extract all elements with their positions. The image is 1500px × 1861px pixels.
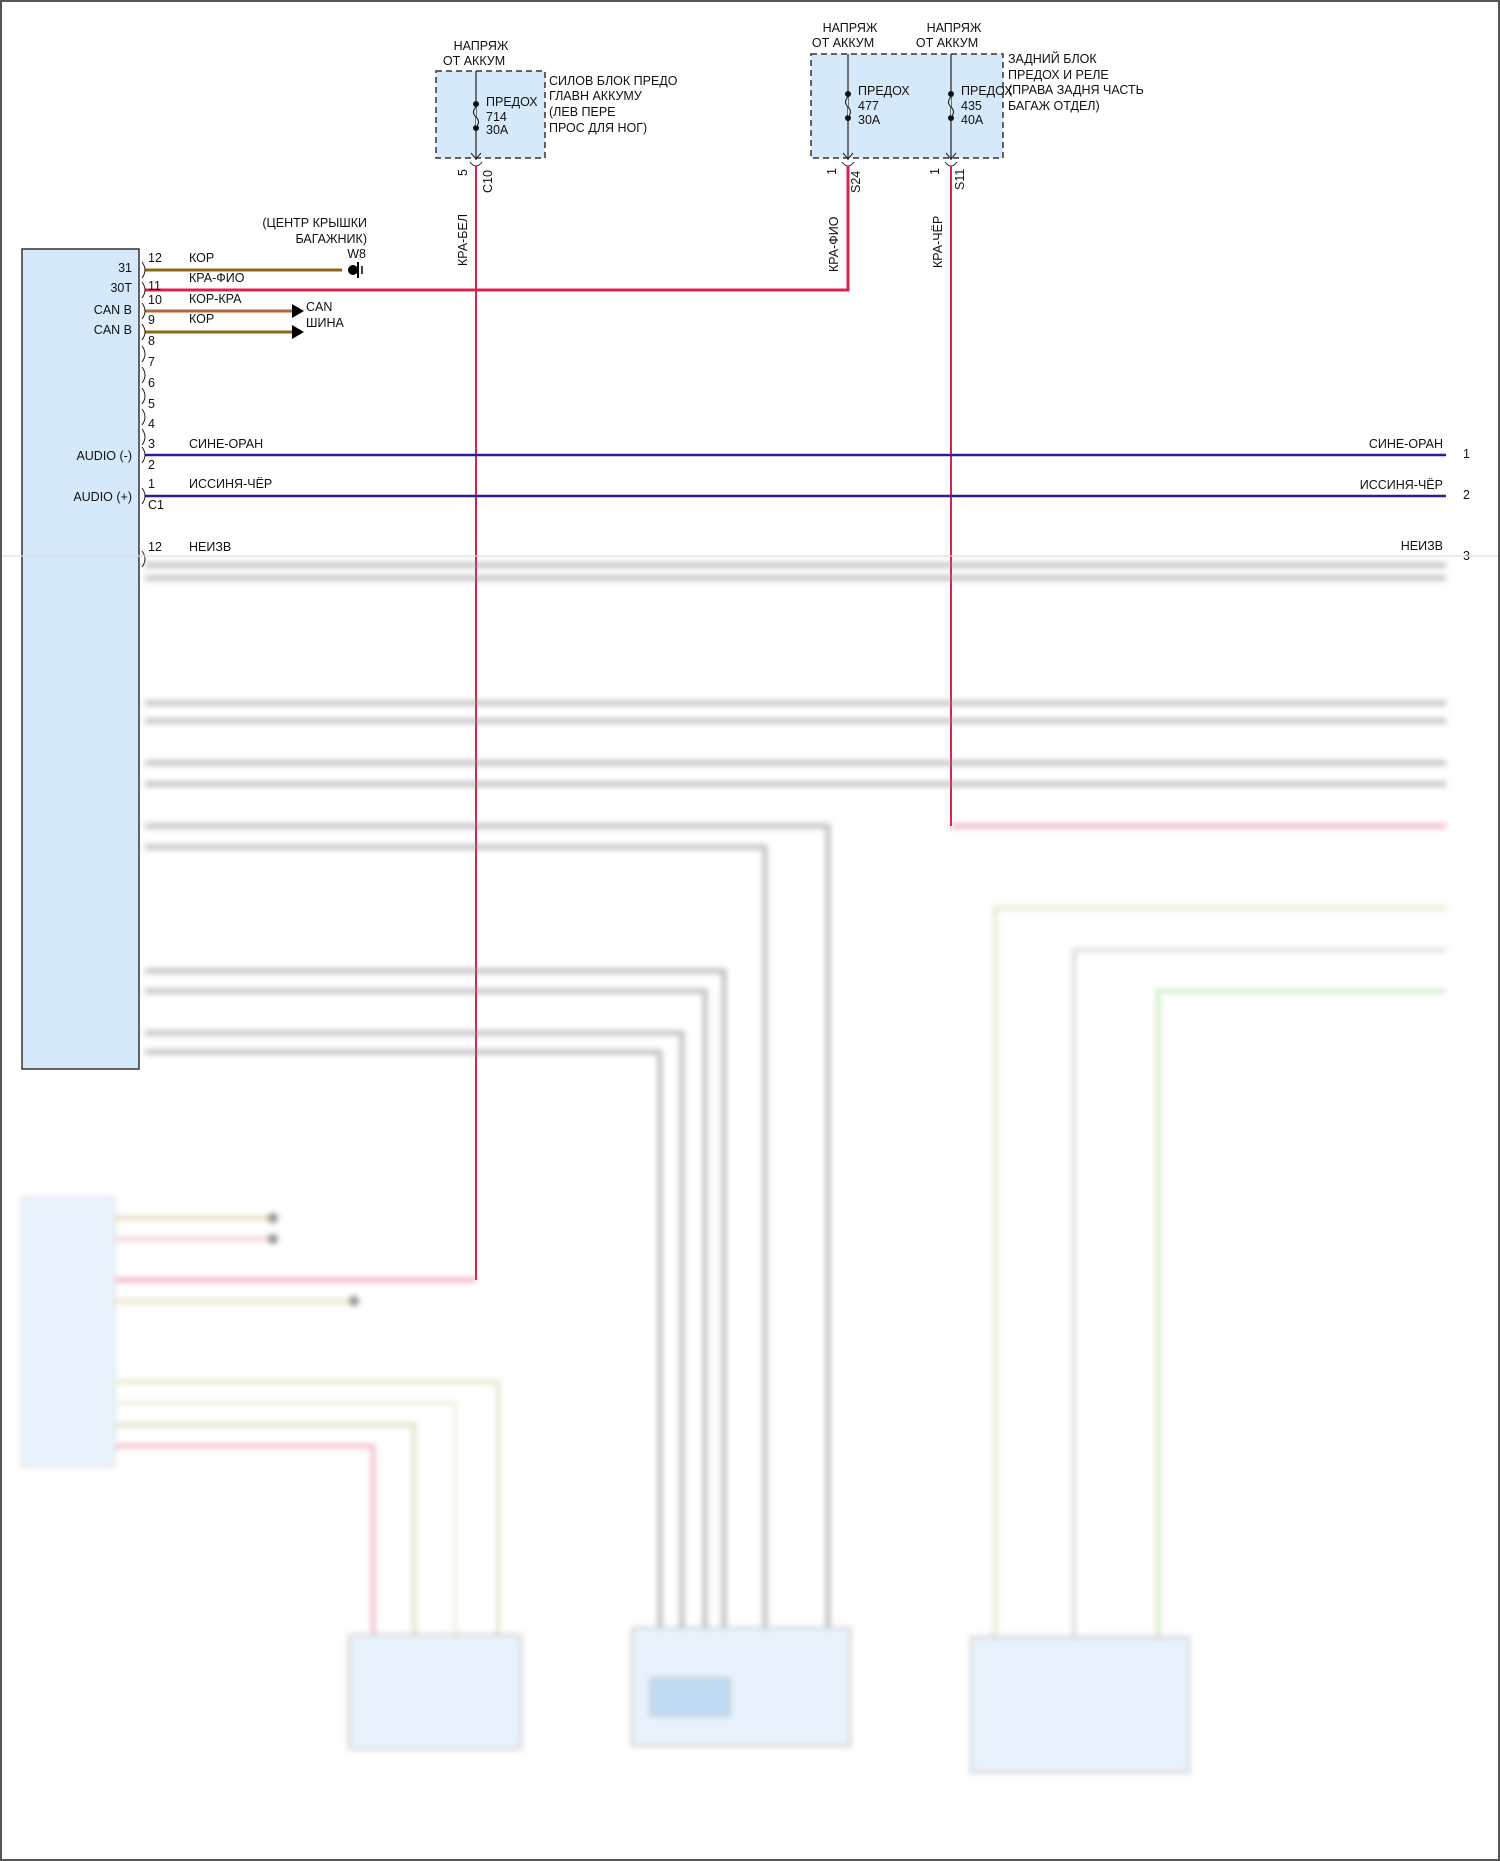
wire-color-label: НЕИЗВ xyxy=(189,540,231,554)
terminal-wire-label: СИНЕ-ОРАН xyxy=(1369,437,1443,451)
fuse-box-desc: (ПРАВА ЗАДНЯ ЧАСТЬ xyxy=(1008,83,1144,97)
fuse-number: 477 xyxy=(858,99,879,113)
connector-pin-icon xyxy=(141,408,146,426)
connector-pin-icon xyxy=(141,550,146,568)
pin-label: 31 xyxy=(118,261,132,275)
wire-color-label: КОР xyxy=(189,312,214,326)
pin-number: 4 xyxy=(148,417,155,431)
wire-color-label: ИССИНЯ-ЧЁР xyxy=(189,477,272,491)
pin-number: 6 xyxy=(148,376,155,390)
connector-pin-icon xyxy=(141,323,146,341)
fuse-icon xyxy=(473,101,479,107)
pin-number: 2 xyxy=(148,458,155,472)
wire-color-label: КРА-БЕЛ xyxy=(456,214,470,266)
terminal-number: 1 xyxy=(1463,447,1470,461)
pin-label: AUDIO (+) xyxy=(73,490,132,504)
fuse-rating: 30A xyxy=(486,123,509,137)
fuse-box-desc: ПРОС ДЛЯ НОГ) xyxy=(549,121,647,135)
audio-module xyxy=(21,248,140,1070)
front-fuse-box: НАПРЯЖ ОТ АККУМ ПРЕДОХ 714 30A СИЛОВ БЛО… xyxy=(435,39,678,266)
connector-pin-icon xyxy=(141,302,146,320)
wire-kra-fio xyxy=(145,166,850,292)
connector-id: C10 xyxy=(481,170,495,193)
fuse-rating: 40A xyxy=(961,113,984,127)
wire-color-label: КРА-ФИО xyxy=(189,271,245,285)
supply-label: ОТ АККУМ xyxy=(916,36,978,50)
connector-pin-icon xyxy=(141,366,146,384)
fuse-box-outline xyxy=(810,53,1004,159)
fuse-box-desc: ГЛАВН АККУМУ xyxy=(549,89,642,103)
ground-location: (ЦЕНТР КРЫШКИ xyxy=(262,216,367,230)
pin-number: 1 xyxy=(825,168,839,175)
fuse-icon xyxy=(845,91,851,97)
terminal-number: 2 xyxy=(1463,488,1470,502)
connector-pin-icon xyxy=(141,281,146,299)
fuse-box-desc: ЗАДНИЙ БЛОК xyxy=(1008,51,1097,66)
rear-fuse-box: НАПРЯЖ ОТ АККУМ НАПРЯЖ ОТ АККУМ ПРЕДОХ 4… xyxy=(810,21,1144,272)
connector-pin-icon xyxy=(141,261,146,279)
right-terminals: СИНЕ-ОРАН 1 ИССИНЯ-ЧЁР 2 НЕИЗВ 3 xyxy=(1360,437,1470,563)
pin-number: 12 xyxy=(148,540,162,554)
wire-color-label: КРА-ФИО xyxy=(827,216,841,272)
connector-pin-icon xyxy=(141,345,146,363)
pin-number: 1 xyxy=(148,477,155,491)
pin-label: 30T xyxy=(110,281,132,295)
terminal-wire-label: НЕИЗВ xyxy=(1401,539,1443,553)
supply-label: НАПРЯЖ xyxy=(927,21,982,35)
connector-pin-icon xyxy=(141,428,146,446)
pin-number: C1 xyxy=(148,498,164,512)
connector-id: S11 xyxy=(953,169,967,190)
fuse-box-desc: ПРЕДОХ И РЕЛЕ xyxy=(1008,68,1109,82)
ground-id: W8 xyxy=(347,247,366,261)
fuse-number: 714 xyxy=(486,110,507,124)
pin-number: 12 xyxy=(148,251,162,265)
fuse-rating: 30A xyxy=(858,113,881,127)
ground-icon xyxy=(348,265,358,275)
ground-w8: (ЦЕНТР КРЫШКИ БАГАЖНИК) W8 xyxy=(262,216,367,278)
can-bus-label: CAN xyxy=(306,300,332,314)
pin-number: 5 xyxy=(148,397,155,411)
fuse-name: ПРЕДОХ xyxy=(961,84,1013,98)
blurred-region xyxy=(20,562,1446,1773)
connector-pin-icon xyxy=(141,446,146,464)
supply-label: ОТ АККУМ xyxy=(443,54,505,68)
fuse-icon xyxy=(948,91,954,97)
fuse-box-desc: БАГАЖ ОТДЕЛ) xyxy=(1008,99,1100,113)
fuse-box-desc: (ЛЕВ ПЕРЕ xyxy=(549,105,616,119)
connector-pin-icon xyxy=(141,387,146,405)
supply-label: НАПРЯЖ xyxy=(823,21,878,35)
pin-number: 5 xyxy=(456,169,470,176)
wire-color-label: КРА-ЧЁР xyxy=(931,216,945,268)
connector-pin-icon xyxy=(141,487,146,505)
pin-number: 8 xyxy=(148,334,155,348)
terminal-wire-label: ИССИНЯ-ЧЁР xyxy=(1360,478,1443,492)
connector-id: S24 xyxy=(849,171,863,193)
supply-label: ОТ АККУМ xyxy=(812,36,874,50)
supply-label: НАПРЯЖ xyxy=(454,39,509,53)
fuse-name: ПРЕДОХ xyxy=(486,95,538,109)
wire-color-label: СИНЕ-ОРАН xyxy=(189,437,263,451)
can-bus-label: ШИНА xyxy=(306,316,344,330)
can-arrow-icon xyxy=(292,304,304,339)
fuse-number: 435 xyxy=(961,99,982,113)
pin-number: 9 xyxy=(148,313,155,327)
ground-location: БАГАЖНИК) xyxy=(295,232,367,246)
pin-label: AUDIO (-) xyxy=(76,449,132,463)
fuse-box-outline xyxy=(435,70,546,159)
pin-number: 11 xyxy=(148,279,161,293)
pin-label: CAN B xyxy=(94,303,132,317)
pin-label: CAN B xyxy=(94,323,132,337)
pin-number: 7 xyxy=(148,355,155,369)
wire-color-label: КОР xyxy=(189,251,214,265)
wire-color-label: КОР-КРА xyxy=(189,292,242,306)
pin-number: 3 xyxy=(148,437,155,451)
fuse-name: ПРЕДОХ xyxy=(858,84,910,98)
pin-number: 1 xyxy=(928,168,942,175)
pin-number: 10 xyxy=(148,293,162,307)
fuse-box-desc: СИЛОВ БЛОК ПРЕДО xyxy=(549,74,678,88)
